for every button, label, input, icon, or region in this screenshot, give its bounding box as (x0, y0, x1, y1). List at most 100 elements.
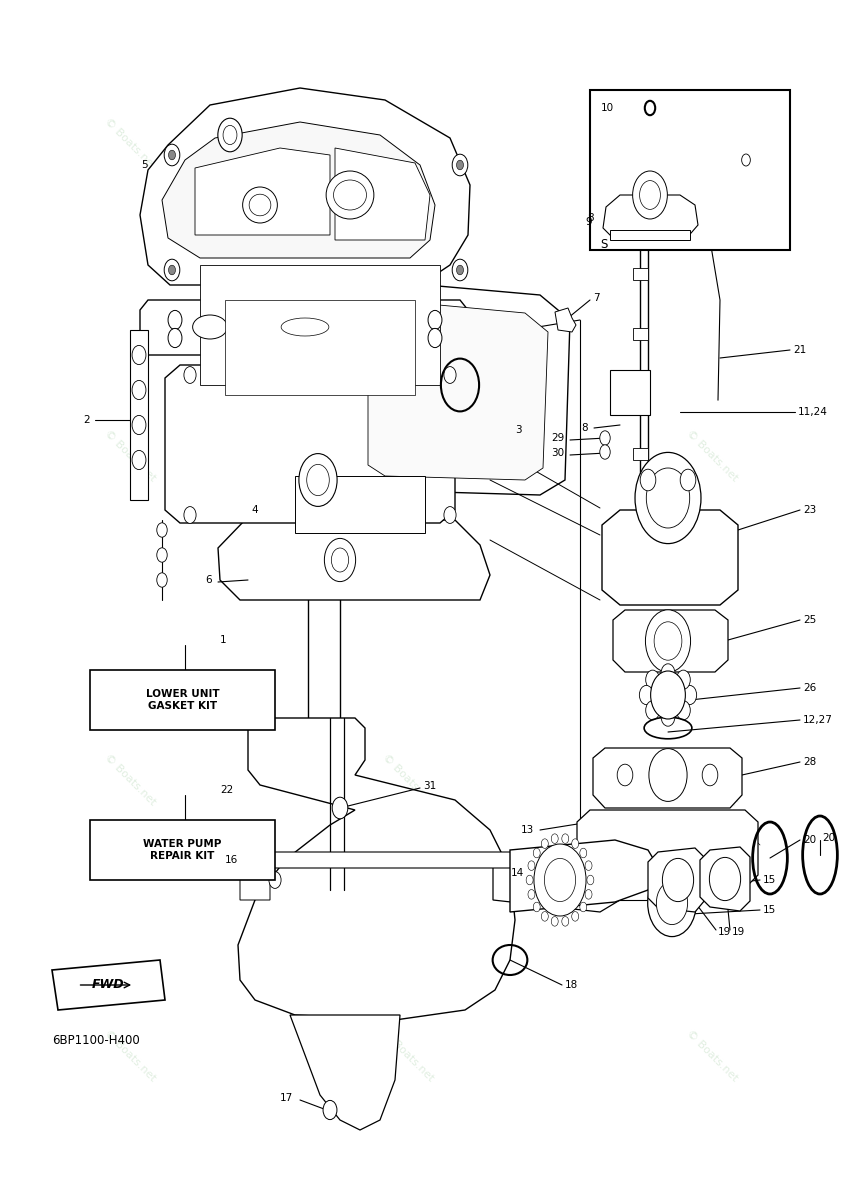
Circle shape (641, 469, 656, 491)
Circle shape (157, 523, 168, 538)
Circle shape (544, 858, 575, 901)
Circle shape (633, 170, 667, 218)
Circle shape (444, 506, 456, 523)
Circle shape (526, 875, 533, 884)
Circle shape (132, 346, 146, 365)
Circle shape (646, 610, 691, 672)
Text: 29: 29 (551, 433, 564, 443)
Bar (90, 670, 275, 730)
Text: 20: 20 (822, 833, 835, 842)
Text: 23: 23 (803, 505, 816, 515)
Text: 20: 20 (803, 835, 816, 845)
Circle shape (651, 671, 686, 719)
Circle shape (662, 858, 694, 901)
Text: 19: 19 (732, 926, 746, 937)
Circle shape (168, 311, 182, 330)
Polygon shape (140, 88, 470, 284)
Text: © Boats.net: © Boats.net (684, 116, 740, 172)
Circle shape (528, 860, 535, 870)
Circle shape (562, 834, 569, 844)
Ellipse shape (193, 314, 227, 338)
Circle shape (562, 917, 569, 926)
Text: 16: 16 (225, 854, 238, 865)
Circle shape (647, 468, 690, 528)
Text: 2: 2 (83, 415, 90, 425)
Circle shape (649, 749, 687, 802)
Text: 5: 5 (141, 160, 148, 170)
Circle shape (640, 685, 654, 704)
Text: 11,24: 11,24 (798, 407, 828, 416)
Circle shape (580, 902, 587, 912)
Circle shape (457, 160, 464, 170)
Circle shape (646, 701, 660, 720)
Circle shape (528, 889, 535, 899)
Circle shape (534, 844, 586, 916)
Ellipse shape (326, 170, 374, 218)
Circle shape (600, 445, 610, 460)
Circle shape (741, 154, 750, 166)
Text: © Boats.net: © Boats.net (380, 428, 436, 484)
Circle shape (132, 415, 146, 434)
Polygon shape (577, 810, 758, 888)
Polygon shape (290, 1015, 400, 1130)
Bar (633, 388, 648, 400)
Polygon shape (700, 847, 750, 911)
Circle shape (428, 329, 442, 348)
Circle shape (132, 450, 146, 469)
Polygon shape (162, 122, 435, 258)
Circle shape (533, 848, 540, 858)
Circle shape (184, 506, 196, 523)
Bar (295, 476, 425, 533)
Circle shape (580, 848, 587, 858)
Circle shape (332, 548, 349, 572)
Circle shape (306, 464, 329, 496)
Circle shape (168, 329, 182, 348)
Text: 14: 14 (510, 868, 524, 878)
Circle shape (600, 431, 610, 445)
Text: © Boats.net: © Boats.net (684, 428, 740, 484)
Polygon shape (335, 148, 430, 240)
Text: 7: 7 (593, 293, 600, 302)
Circle shape (585, 860, 592, 870)
Text: FWD: FWD (92, 978, 124, 991)
Circle shape (617, 764, 633, 786)
Ellipse shape (281, 318, 329, 336)
Circle shape (332, 797, 348, 818)
Text: © Boats.net: © Boats.net (684, 1028, 740, 1084)
Polygon shape (510, 840, 660, 912)
Polygon shape (130, 330, 148, 500)
Text: 12,27: 12,27 (803, 715, 833, 725)
Text: © Boats.net: © Boats.net (102, 752, 158, 808)
Text: 15: 15 (763, 875, 776, 884)
Circle shape (428, 311, 442, 330)
Text: © Boats.net: © Boats.net (102, 116, 158, 172)
Circle shape (551, 917, 558, 926)
Text: 19: 19 (718, 926, 731, 937)
Circle shape (323, 1100, 337, 1120)
Polygon shape (613, 610, 728, 672)
Bar (633, 268, 648, 280)
Text: 1: 1 (220, 635, 227, 646)
Circle shape (457, 265, 464, 275)
Text: © Boats.net: © Boats.net (380, 116, 436, 172)
Circle shape (452, 259, 468, 281)
Circle shape (640, 180, 661, 209)
Circle shape (572, 912, 579, 922)
Circle shape (164, 144, 180, 166)
Circle shape (661, 707, 675, 726)
Bar (633, 328, 648, 340)
Polygon shape (140, 300, 468, 355)
Circle shape (444, 367, 456, 384)
Polygon shape (52, 960, 165, 1010)
Text: 4: 4 (252, 505, 258, 515)
Text: © Boats.net: © Boats.net (684, 752, 740, 808)
Text: 18: 18 (565, 980, 578, 990)
Text: 6BP1100-H400: 6BP1100-H400 (52, 1033, 140, 1046)
Circle shape (168, 265, 175, 275)
Text: 13: 13 (521, 826, 534, 835)
Text: 31: 31 (423, 781, 437, 791)
Polygon shape (238, 718, 515, 1020)
Text: © Boats.net: © Boats.net (102, 428, 158, 484)
Circle shape (164, 259, 180, 281)
Text: 3: 3 (515, 425, 522, 436)
